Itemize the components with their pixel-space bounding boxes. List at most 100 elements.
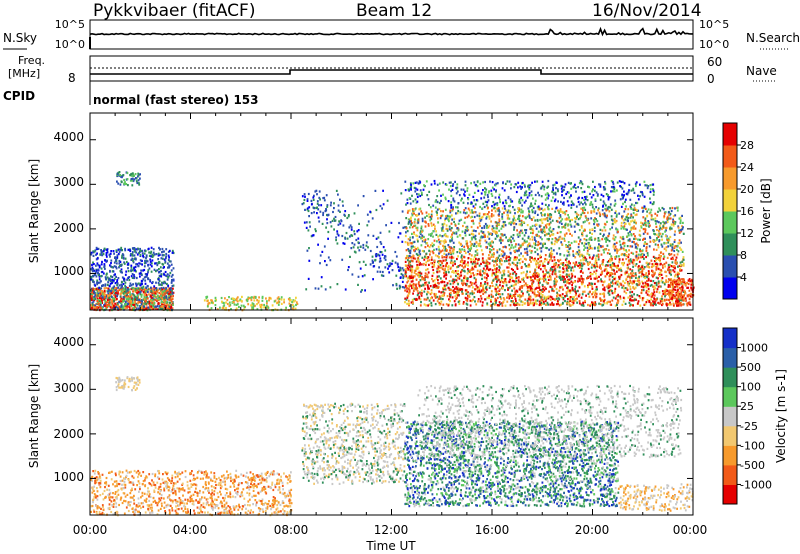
- range-gate-cell: [362, 260, 365, 263]
- range-gate-cell: [513, 226, 516, 229]
- range-gate-cell: [128, 306, 131, 309]
- range-gate-cell: [467, 261, 469, 264]
- range-gate-cell: [315, 230, 317, 233]
- range-gate-cell: [136, 292, 138, 295]
- range-gate-cell: [528, 289, 531, 292]
- range-gate-cell: [109, 264, 111, 267]
- range-gate-cell: [634, 298, 636, 301]
- range-gate-cell: [652, 304, 654, 307]
- range-gate-cell: [231, 297, 234, 300]
- range-gate-cell: [135, 248, 137, 251]
- range-gate-cell: [494, 210, 497, 213]
- range-gate-cell: [494, 300, 496, 303]
- range-gate-cell: [353, 212, 356, 215]
- range-gate-cell: [512, 300, 514, 303]
- range-gate-cell: [143, 287, 146, 290]
- range-gate-cell: [158, 248, 161, 251]
- range-gate-cell: [350, 247, 353, 250]
- range-gate-cell: [632, 275, 635, 278]
- range-gate-cell: [412, 241, 415, 244]
- range-gate-cell: [547, 303, 549, 306]
- range-gate-cell: [507, 209, 510, 212]
- range-gate-cell: [664, 293, 667, 296]
- range-gate-cell: [592, 296, 595, 299]
- range-gate-cell: [162, 282, 165, 285]
- range-gate-cell: [97, 247, 100, 250]
- range-gate-cell: [652, 302, 655, 305]
- range-gate-cell: [597, 223, 600, 226]
- range-gate-cell: [457, 294, 459, 297]
- range-gate-cell: [603, 300, 605, 303]
- range-gate-cell: [152, 290, 154, 293]
- range-gate-cell: [116, 180, 118, 183]
- range-gate-cell: [156, 269, 159, 272]
- range-gate-cell: [609, 272, 611, 275]
- range-gate-cell: [144, 288, 147, 291]
- range-gate-cell: [661, 206, 664, 210]
- range-gate-cell: [100, 301, 102, 304]
- range-gate-cell: [582, 304, 585, 307]
- range-gate-cell: [609, 303, 612, 306]
- range-gate-cell: [573, 240, 576, 243]
- range-gate-cell: [160, 294, 163, 297]
- range-gate-cell: [404, 268, 407, 271]
- range-gate-cell: [485, 217, 488, 220]
- range-gate-cell: [614, 272, 616, 276]
- range-gate-cell: [626, 287, 628, 290]
- range-gate-cell: [508, 280, 511, 284]
- range-gate-cell: [466, 240, 468, 243]
- range-gate-cell: [481, 215, 484, 218]
- range-gate-cell: [134, 290, 137, 293]
- range-gate-cell: [461, 292, 464, 295]
- range-gate-cell: [94, 304, 97, 307]
- range-gate-cell: [646, 298, 649, 302]
- range-gate-cell: [615, 295, 618, 298]
- range-gate-cell: [660, 273, 663, 276]
- range-gate-cell: [555, 303, 558, 306]
- range-gate-cell: [647, 270, 650, 273]
- range-gate-cell: [348, 226, 351, 229]
- range-gate-cell: [437, 286, 440, 289]
- range-gate-cell: [554, 269, 557, 272]
- range-gate-cell: [226, 302, 229, 306]
- range-gate-cell: [667, 280, 670, 283]
- range-gate-cell: [667, 268, 669, 271]
- range-gate-cell: [129, 297, 132, 300]
- range-gate-cell: [542, 287, 544, 290]
- range-gate-cell: [440, 266, 443, 269]
- range-gate-cell: [496, 277, 499, 280]
- range-gate-cell: [609, 288, 612, 292]
- range-gate-cell: [108, 289, 110, 292]
- range-gate-cell: [111, 266, 113, 269]
- range-gate-cell: [588, 253, 591, 257]
- range-gate-cell: [95, 246, 98, 249]
- range-gate-cell: [371, 255, 374, 258]
- range-gate-cell: [568, 260, 570, 263]
- range-gate-cell: [418, 249, 421, 252]
- range-gate-cell: [509, 263, 512, 266]
- range-gate-cell: [473, 255, 476, 259]
- range-gate-cell: [409, 256, 412, 259]
- range-gate-cell: [580, 267, 583, 270]
- range-gate-cell: [624, 218, 626, 221]
- range-gate-cell: [119, 260, 122, 263]
- range-gate-cell: [647, 263, 650, 266]
- range-gate-cell: [621, 286, 624, 289]
- range-gate-cell: [518, 254, 521, 257]
- range-gate-cell: [488, 296, 490, 300]
- range-gate-cell: [625, 292, 628, 295]
- range-gate-cell: [550, 216, 553, 219]
- range-gate-cell: [510, 276, 513, 279]
- range-gate-cell: [317, 243, 319, 246]
- range-gate-cell: [423, 278, 426, 281]
- range-gate-cell: [499, 281, 502, 284]
- range-gate-cell: [339, 222, 342, 225]
- range-gate-cell: [150, 307, 153, 310]
- range-gate-cell: [624, 302, 627, 305]
- range-gate-cell: [588, 256, 591, 259]
- range-gate-cell: [466, 242, 469, 245]
- range-gate-cell: [659, 258, 661, 261]
- range-gate-cell: [425, 298, 428, 301]
- range-gate-cell: [130, 266, 133, 269]
- range-gate-cell: [113, 261, 116, 264]
